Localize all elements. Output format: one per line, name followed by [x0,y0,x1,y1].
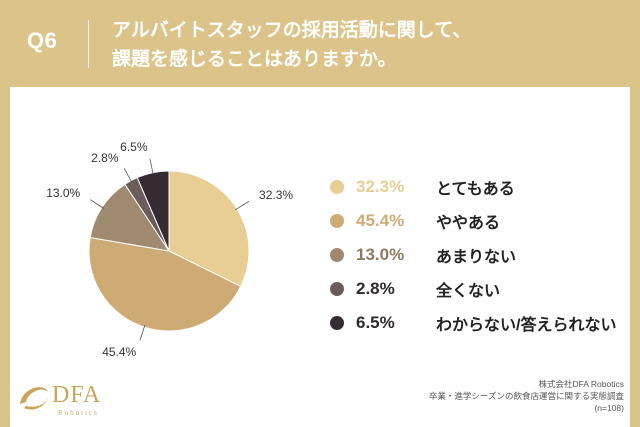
source-sample-size: (n=108) [594,403,624,413]
header-divider [88,20,89,68]
legend-swatch [330,180,344,194]
slice-value-label: 32.3% [259,188,293,202]
legend-swatch [330,282,344,296]
legend-item: 45.4% ややある [330,206,616,236]
legend-percent: 13.0% [356,245,405,264]
question-title: アルバイトスタッフの採用活動に関して、 課題を感じることはありますか。 [112,16,471,74]
legend-percent: 2.8% [356,279,395,298]
legend-label: あまりない [436,249,517,266]
dfa-logo-mark-icon [20,387,48,410]
legend-label: 全くない [436,283,501,300]
legend-swatch [330,316,344,330]
legend-label: ややある [436,215,501,232]
slice-value-label: 45.4% [102,345,136,359]
label-leader-line [149,158,154,175]
legend-label: とてもある [436,181,515,198]
legend-item: 32.3% とてもある [330,172,616,202]
source-company: 株式会社DFA Robotics [538,379,625,389]
legend-percent: 45.4% [356,211,405,230]
legend-percent: 32.3% [356,177,405,196]
source-survey: 卒業・進学シーズンの飲食店運営に関する実態調査 [428,391,624,401]
legend-swatch [330,248,344,262]
dfa-logo: DFA Robotics [14,378,100,423]
question-title-line-1: アルバイトスタッフの採用活動に関して、 [112,20,472,41]
legend-swatch [330,214,344,228]
label-leader-line [235,201,250,211]
logo-sub: Robotics [58,409,99,417]
question-title-line-2: 課題を感じることはありますか。 [112,49,397,70]
chart-legend: 32.3% とてもある 45.4% ややある 13.0% あまりない 2.8% 全くない 6.5… [330,172,616,342]
question-number: Q6 [27,28,58,53]
question-header: Q6 アルバイトスタッフの採用活動に関して、 課題を感じることはありますか。 [0,0,640,86]
legend-item: 13.0% あまりない [330,240,616,270]
legend-label: わからない/答えられない [436,317,617,334]
chart-panel: 32.3% 45.4% 13.0% 2.8% 6.5% 32.3% とてもある 45.4% や… [10,87,630,427]
slice-value-label: 2.8% [91,151,119,165]
label-leader-line [90,199,104,209]
legend-item: 6.5% わからない/答えられない [330,308,616,338]
label-leader-line [123,168,133,183]
source-note: 株式会社DFA Robotics 卒業・進学シーズンの飲食店運営に関する実態調査… [429,378,624,414]
pie-chart: 32.3% 45.4% 13.0% 2.8%6.5% [46,140,293,359]
label-leader-line [139,325,146,341]
logo-name: DFA [52,382,102,408]
slice-value-label: 6.5% [120,140,148,154]
legend-item: 2.8% 全くない [330,274,616,304]
legend-percent: 6.5% [356,313,395,332]
slice-value-label: 13.0% [46,186,80,200]
